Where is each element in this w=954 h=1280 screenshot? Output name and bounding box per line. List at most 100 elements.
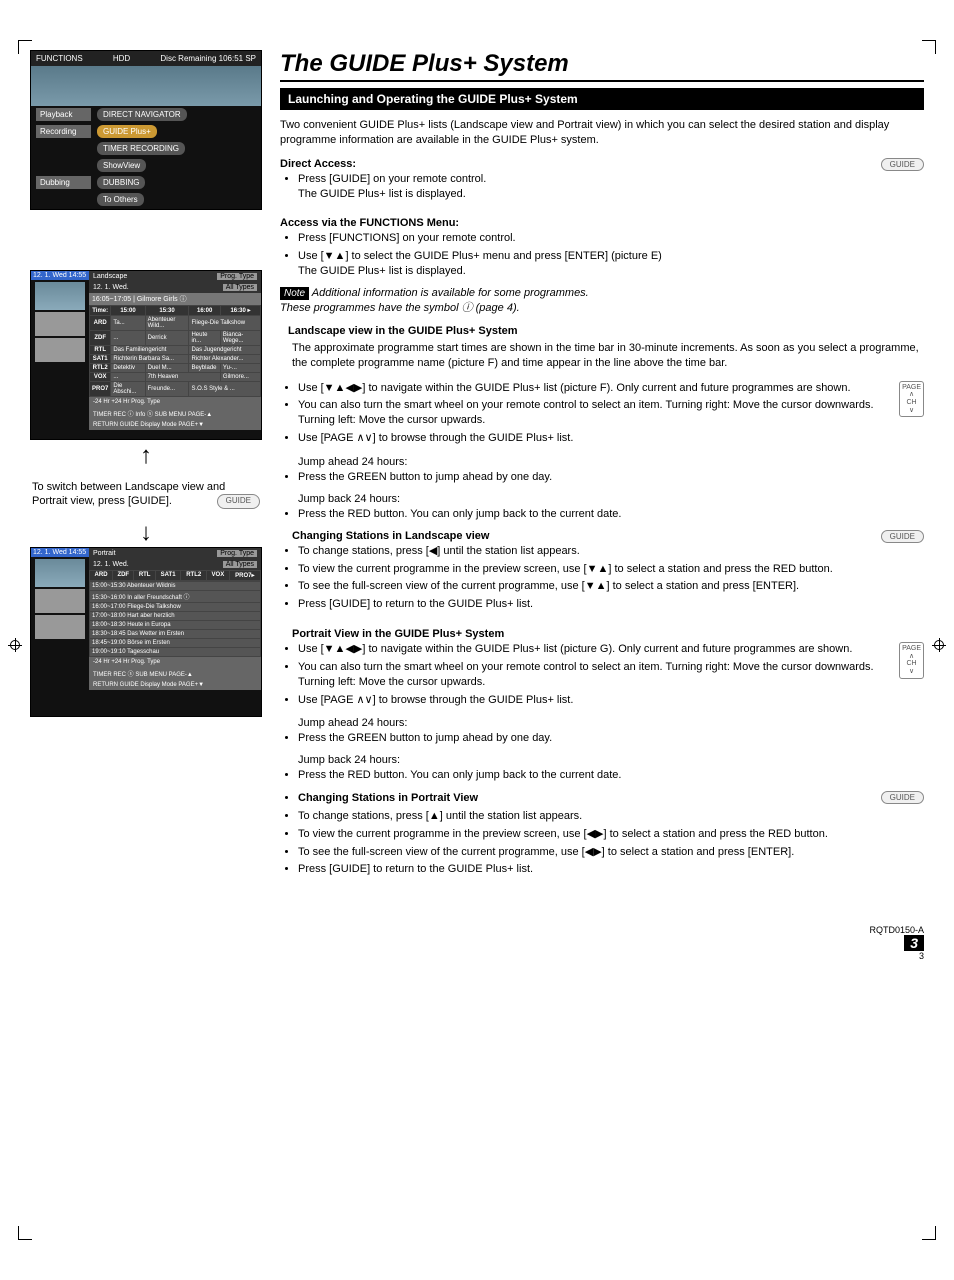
- row-dubbing-r: DUBBING: [97, 176, 145, 189]
- pt-jump-back: Jump back 24 hours:: [298, 754, 924, 766]
- subdate-f: 12. 1. Wed.: [93, 284, 129, 291]
- direct-access-list: Press [GUIDE] on your remote control.The…: [280, 172, 924, 202]
- direct-access-heading: Direct Access:: [280, 158, 924, 170]
- pt-chg-heading: Changing Stations in Portrait View: [298, 791, 924, 806]
- pt-c4: Press [GUIDE] to return to the GUIDE Plu…: [298, 862, 924, 877]
- page-number-big: 3: [904, 935, 924, 951]
- guide-button-icon-3: GUIDE: [881, 791, 924, 804]
- mode-f: Landscape: [93, 273, 127, 280]
- note-block: Note Additional information is available…: [280, 287, 924, 315]
- da-item-1: Press [GUIDE] on your remote control.The…: [298, 172, 924, 202]
- intro-text: Two convenient GUIDE Plus+ lists (Landsc…: [280, 118, 924, 148]
- pt-b1: Use [▼▲◀▶] to navigate within the GUIDE …: [298, 642, 924, 657]
- date-f: 12. 1. Wed 14:55: [31, 271, 89, 280]
- foot-f1: -24 Hr +24 Hr Prog. Type: [89, 397, 261, 407]
- functions-heading: Access via the FUNCTIONS Menu:: [280, 217, 924, 229]
- ls-jump-ahead: Jump ahead 24 hours:: [298, 456, 924, 468]
- page-ch-icon-2: PAGE∧CH∨: [899, 642, 924, 679]
- prog-type-f: Prog. Type: [217, 273, 257, 280]
- row-recording: Recording: [36, 125, 91, 138]
- subdate-g: 12. 1. Wed.: [93, 561, 129, 568]
- row-direct-nav: DIRECT NAVIGATOR: [97, 108, 187, 121]
- label-e: Ⓔ: [17, 195, 28, 211]
- label-f: Ⓕ: [17, 425, 28, 441]
- landscape-grid: Time:15:0015:3016:0016:30 ▸ ARDTa...Aben…: [89, 305, 261, 397]
- pt-b2: You can also turn the smart wheel on you…: [298, 660, 924, 690]
- ls-c2: To view the current programme in the pre…: [298, 562, 924, 577]
- pt-jump-ahead: Jump ahead 24 hours:: [298, 717, 924, 729]
- page-title: The GUIDE Plus+ System: [280, 50, 924, 82]
- page: FUNCTIONS HDD Disc Remaining 106:51 SP P…: [30, 50, 924, 961]
- screenshot-functions-menu: FUNCTIONS HDD Disc Remaining 106:51 SP P…: [30, 50, 262, 210]
- ls-b1: Use [▼▲◀▶] to navigate within the GUIDE …: [298, 381, 924, 396]
- arrow-up-icon: ↑: [30, 450, 262, 462]
- page-footer: RQTD0150-A 3 3: [280, 925, 924, 961]
- ls-c1: To change stations, press [◀] until the …: [298, 544, 924, 559]
- portrait-chan-row: ARDZDFRTLSAT1RTL2VOXPRO7▸: [89, 570, 261, 581]
- note-l1: Additional information is available for …: [312, 287, 589, 299]
- foot-g3: RETURN GUIDE Display Mode PAGE+▼: [89, 680, 261, 690]
- ls-b4: Press the GREEN button to jump ahead by …: [298, 470, 924, 485]
- foot-g2: TIMER REC ⓢ SUB MENU PAGE-▲: [89, 667, 261, 680]
- pt-b3: Use [PAGE ∧∨] to browse through the GUID…: [298, 693, 924, 708]
- ls-chg-list: To change stations, press [◀] until the …: [280, 544, 924, 612]
- screenshot-landscape: 12. 1. Wed 14:55 Landscape Prog. Type 12.…: [30, 270, 262, 440]
- fn-item-1: Press [FUNCTIONS] on your remote control…: [298, 231, 924, 246]
- screenshot-portrait: 12. 1. Wed 14:55 PortraitProg. Type 12. …: [30, 547, 262, 717]
- ls-chg-heading: Changing Stations in Landscape view: [292, 530, 924, 542]
- logo-gemstar-2: [35, 338, 85, 362]
- doc-id: RQTD0150-A: [280, 925, 924, 935]
- guide-button-icon-1: GUIDE: [881, 158, 924, 171]
- note-tag: Note: [280, 287, 309, 300]
- foot-f3: RETURN GUIDE Display Mode PAGE+▼: [89, 420, 261, 430]
- pt-b4: Press the GREEN button to jump ahead by …: [298, 731, 924, 746]
- pt-c2: To view the current programme in the pre…: [298, 827, 924, 842]
- arrow-down-icon: ↓: [30, 527, 262, 539]
- guide-button-icon-2: GUIDE: [881, 530, 924, 543]
- ls-b5: Press the RED button. You can only jump …: [298, 507, 924, 522]
- switch-caption: To switch between Landscape view and Por…: [30, 476, 262, 513]
- info-line-f: 16:05~17:05 | Gilmore Girls ⓘ: [89, 293, 261, 305]
- note-l2: These programmes have the symbol ⓘ (page…: [280, 302, 520, 314]
- logo-gemstar-3: [35, 589, 85, 613]
- functions-label: FUNCTIONS: [36, 54, 83, 63]
- foot-g1: -24 Hr +24 Hr Prog. Type: [89, 657, 261, 667]
- page-number-small: 3: [280, 951, 924, 961]
- date-g: 12. 1. Wed 14:55: [31, 548, 89, 557]
- row-guideplus: GUIDE Plus+: [97, 125, 157, 138]
- row-others: To Others: [97, 193, 144, 206]
- ls-jump-back: Jump back 24 hours:: [298, 493, 924, 505]
- preview-f: [35, 282, 85, 310]
- row-showview: ShowView: [97, 159, 146, 172]
- landscape-heading: Landscape view in the GUIDE Plus+ System: [288, 325, 924, 337]
- label-g: Ⓖ: [17, 702, 28, 718]
- guide-button-caption: GUIDE: [217, 494, 260, 508]
- ls-b3: Use [PAGE ∧∨] to browse through the GUID…: [298, 431, 924, 446]
- section-header: Launching and Operating the GUIDE Plus+ …: [280, 88, 924, 110]
- preview-g: [35, 559, 85, 587]
- right-column: The GUIDE Plus+ System Launching and Ope…: [280, 50, 924, 961]
- portrait-grid: 15:00~15:30 Abenteuer Wildnis 15:30~16:0…: [89, 581, 261, 657]
- landscape-intro: The approximate programme start times ar…: [292, 341, 924, 371]
- portrait-heading: Portrait View in the GUIDE Plus+ System: [292, 628, 924, 640]
- portrait-list: Use [▼▲◀▶] to navigate within the GUIDE …: [280, 642, 924, 707]
- functions-list: Press [FUNCTIONS] on your remote control…: [280, 231, 924, 279]
- landscape-list: Use [▼▲◀▶] to navigate within the GUIDE …: [280, 381, 924, 446]
- pt-c3: To see the full-screen view of the curre…: [298, 845, 924, 860]
- logo-gemstar-4: [35, 615, 85, 639]
- fn-item-2: Use [▼▲] to select the GUIDE Plus+ menu …: [298, 249, 924, 279]
- disc-remaining: Disc Remaining 106:51 SP: [160, 54, 256, 63]
- foot-f2: TIMER REC ⓘ Info ⓢ SUB MENU PAGE-▲: [89, 407, 261, 420]
- logo-gemstar-1: [35, 312, 85, 336]
- left-column: FUNCTIONS HDD Disc Remaining 106:51 SP P…: [30, 50, 262, 961]
- hdd-label: HDD: [113, 54, 130, 63]
- mode-g: Portrait: [93, 550, 116, 557]
- pt-chg-list: Changing Stations in Portrait View To ch…: [280, 791, 924, 877]
- row-dubbing: Dubbing: [36, 176, 91, 189]
- ls-c4: Press [GUIDE] to return to the GUIDE Plu…: [298, 597, 924, 612]
- pt-c1: To change stations, press [▲] until the …: [298, 809, 924, 824]
- ls-b2: You can also turn the smart wheel on you…: [298, 398, 924, 428]
- row-playback: Playback: [36, 108, 91, 121]
- preview-strip: [31, 66, 261, 106]
- pt-b5: Press the RED button. You can only jump …: [298, 768, 924, 783]
